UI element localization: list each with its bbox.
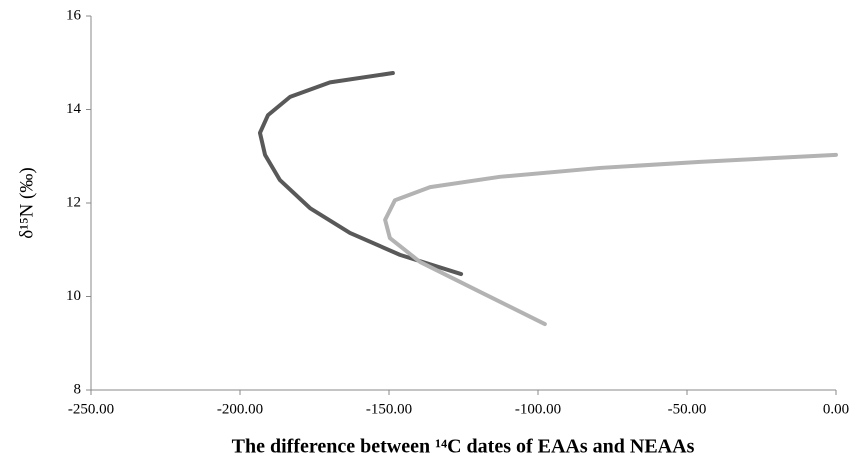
series-line [383, 152, 838, 327]
x-tick-label: 0.00 [823, 401, 849, 417]
x-tick-label: -200.00 [217, 401, 263, 417]
series-line [257, 71, 464, 277]
y-tick-label: 10 [66, 288, 81, 304]
x-tick-label: -100.00 [515, 401, 561, 417]
x-tick-label: -150.00 [366, 401, 412, 417]
x-axis-label: The difference between ¹⁴C dates of EAAs… [232, 436, 695, 458]
y-axis-label: δ¹⁵N (‰) [16, 167, 37, 238]
y-tick-label: 14 [66, 101, 82, 117]
y-tick-label: 8 [74, 381, 82, 397]
x-tick-label: -250.00 [68, 401, 114, 417]
y-tick-label: 12 [66, 194, 81, 210]
x-tick-label: -50.00 [668, 401, 707, 417]
y-tick-label: 16 [66, 7, 82, 23]
